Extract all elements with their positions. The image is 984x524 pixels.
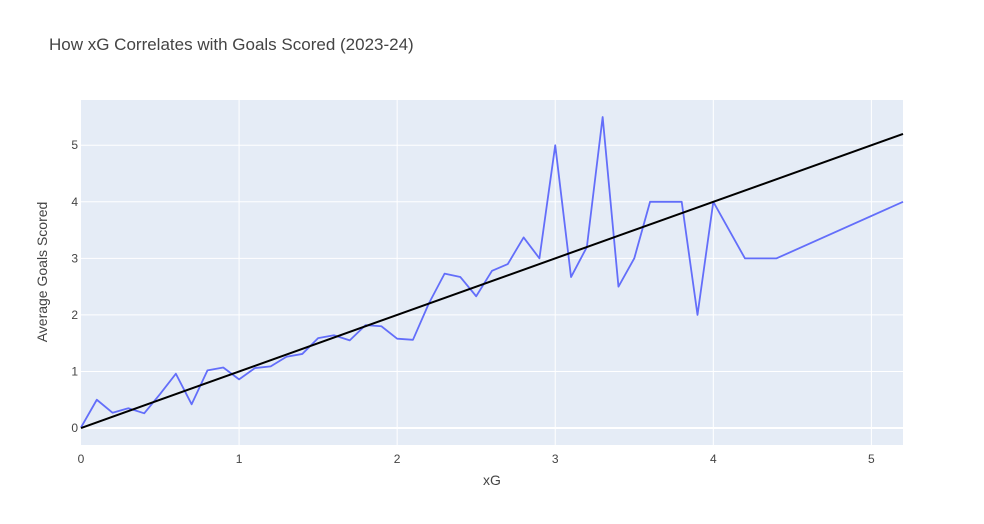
y-axis-title: Average Goals Scored (34, 202, 50, 343)
x-tick-label: 0 (78, 452, 85, 466)
y-tick-label: 4 (71, 195, 78, 209)
data-lines (80, 116, 904, 429)
goals-series-line (80, 116, 904, 428)
chart-title: How xG Correlates with Goals Scored (202… (49, 35, 414, 54)
y-tick-label: 3 (71, 251, 78, 265)
y-tick-label: 5 (71, 138, 78, 152)
reference-line (80, 132, 904, 429)
x-tick-label: 1 (236, 452, 243, 466)
x-tick-label: 5 (868, 452, 875, 466)
y-tick-label: 1 (71, 364, 78, 378)
x-axis-title: xG (483, 472, 501, 488)
y-tick-label: 0 (71, 421, 78, 435)
gridlines (81, 100, 903, 445)
x-tick-label: 4 (710, 452, 717, 466)
x-tick-label: 3 (552, 452, 559, 466)
x-tick-label: 2 (394, 452, 401, 466)
x-axis: 0 1 2 3 4 5 (78, 452, 875, 466)
y-axis: 0 1 2 3 4 5 (71, 138, 78, 435)
y-tick-label: 2 (71, 308, 78, 322)
